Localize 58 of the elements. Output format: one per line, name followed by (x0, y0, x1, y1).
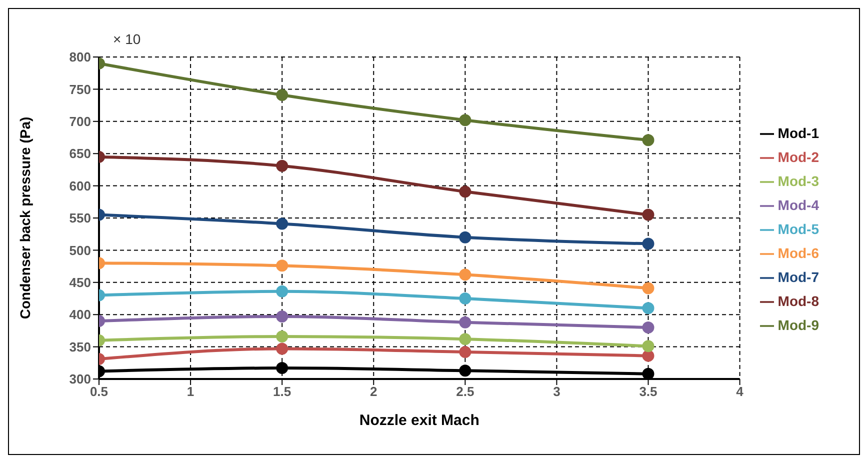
point (276, 218, 288, 230)
point (459, 114, 472, 126)
y-tick-label: 700 (69, 114, 91, 130)
legend-label: Mod-6 (778, 245, 819, 261)
point (459, 346, 472, 358)
point (459, 316, 472, 328)
point (642, 321, 654, 334)
legend-label: Mod-5 (778, 221, 819, 237)
point (276, 342, 288, 355)
legend-label: Mod-9 (778, 317, 819, 333)
point (276, 330, 288, 342)
point (276, 88, 288, 101)
point (276, 160, 288, 172)
y-tick-label: 800 (69, 50, 91, 65)
x-tick-label: 4 (736, 384, 744, 400)
x-tick-label: 3 (553, 384, 560, 400)
y-tick-label: 450 (69, 275, 91, 290)
text: × 10 (113, 31, 141, 47)
x-axis-title: Nozzle exit Mach (359, 412, 480, 429)
point (642, 368, 654, 379)
y-tick-label: 650 (69, 146, 91, 162)
x-tick-label: 2 (370, 384, 378, 400)
legend-label: Mod-1 (778, 125, 819, 141)
point (642, 238, 654, 250)
y-tick-label: 400 (69, 307, 91, 322)
point (642, 282, 654, 294)
point (642, 134, 654, 146)
point (459, 268, 472, 281)
y-tick-label: 350 (69, 339, 91, 354)
legend-label: Mod-8 (778, 293, 819, 309)
y-tick-label: 750 (69, 82, 91, 97)
x-tick-label: 2.5 (456, 384, 474, 400)
point (276, 362, 288, 374)
legend-label: Mod-4 (778, 197, 819, 213)
point (642, 208, 654, 221)
y-tick-label: 550 (69, 210, 91, 226)
y-tick-label: 500 (69, 242, 91, 258)
point (459, 231, 472, 244)
y-tick-label: 300 (69, 372, 91, 387)
x-tick-label: 1.5 (273, 384, 292, 400)
y-axis-title: Condenser back pressure (Pa) (16, 116, 33, 320)
legend-label: Mod-3 (778, 173, 819, 189)
legend-label: Mod-2 (778, 149, 819, 165)
point (276, 260, 288, 272)
point (459, 364, 472, 377)
x-tick-label: 1 (186, 384, 194, 400)
point (459, 333, 472, 346)
x-tick-label: 3.5 (639, 384, 658, 400)
x-tick-label: 0.5 (90, 384, 108, 400)
point (276, 310, 288, 323)
point (459, 292, 472, 304)
point (642, 350, 654, 362)
point (642, 302, 654, 314)
y-tick-label: 600 (69, 178, 91, 194)
point (459, 186, 472, 198)
point (276, 285, 288, 298)
point (642, 340, 654, 352)
legend-label: Mod-7 (778, 269, 819, 285)
